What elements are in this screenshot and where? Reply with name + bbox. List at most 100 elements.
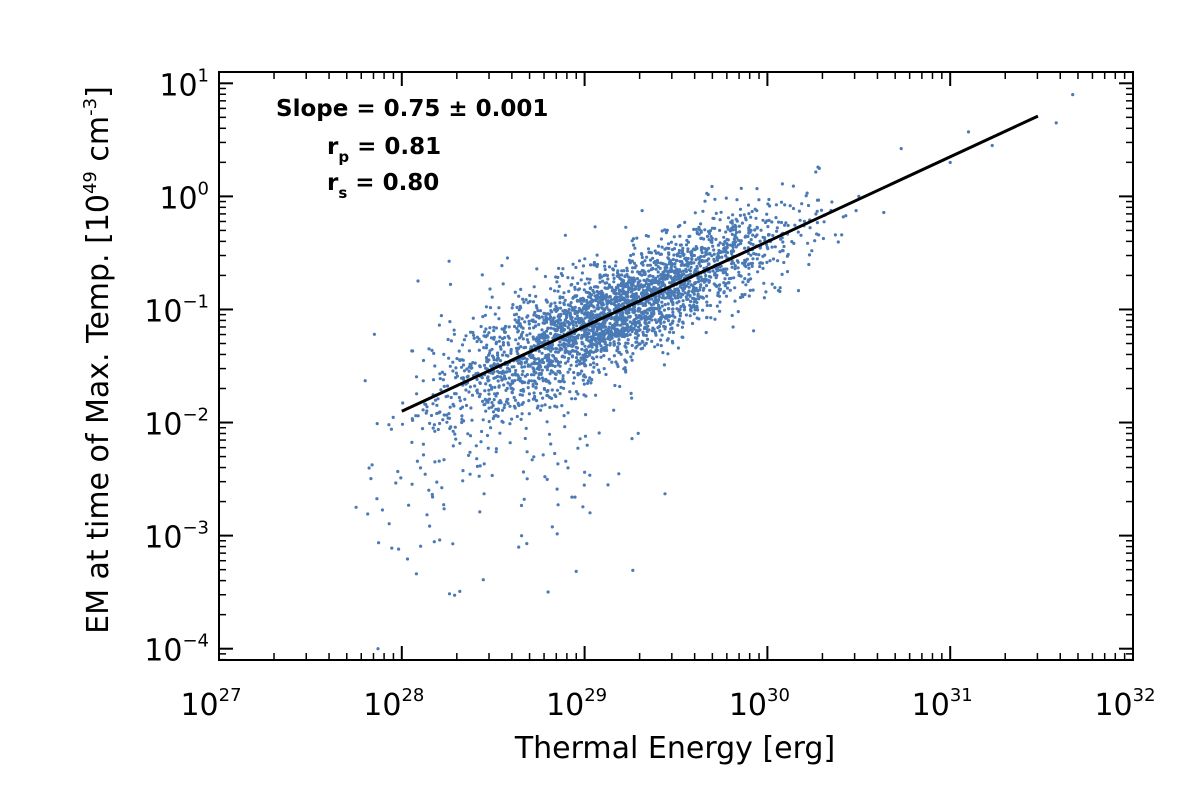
- data-point: [606, 277, 610, 281]
- data-point: [749, 277, 753, 281]
- data-point: [640, 285, 644, 289]
- data-point: [626, 338, 630, 342]
- x-tick-base: 10: [1094, 688, 1132, 723]
- data-point: [688, 294, 692, 298]
- data-point: [738, 230, 742, 234]
- data-point: [625, 283, 630, 287]
- data-point: [640, 294, 645, 298]
- data-point: [662, 324, 666, 328]
- data-point: [770, 220, 774, 224]
- data-point: [705, 316, 709, 320]
- data-point: [617, 350, 622, 354]
- data-point: [591, 370, 595, 374]
- data-point: [728, 288, 732, 292]
- data-point: [549, 442, 553, 446]
- data-point: [544, 298, 548, 302]
- data-point: [617, 332, 622, 336]
- data-point: [655, 288, 659, 292]
- data-point: [698, 288, 702, 292]
- data-point: [725, 243, 730, 247]
- data-point: [517, 294, 521, 298]
- data-point: [570, 495, 574, 499]
- data-point: [569, 283, 573, 287]
- data-point: [765, 212, 769, 216]
- data-point: [584, 348, 589, 352]
- data-point: [483, 397, 487, 401]
- data-point: [570, 319, 575, 323]
- data-point: [692, 312, 696, 316]
- data-point: [554, 350, 558, 354]
- data-point: [705, 191, 709, 195]
- data-point: [697, 261, 701, 266]
- data-point: [610, 326, 614, 330]
- data-point: [628, 286, 632, 291]
- data-point: [496, 407, 500, 411]
- data-point: [671, 277, 675, 282]
- data-point: [540, 360, 545, 364]
- data-point: [460, 414, 464, 418]
- data-point: [658, 329, 662, 333]
- data-point: [660, 229, 664, 233]
- data-point: [464, 334, 468, 338]
- data-point: [766, 202, 770, 206]
- data-point: [449, 395, 453, 400]
- data-point: [516, 321, 521, 325]
- data-point: [552, 316, 556, 320]
- data-point: [733, 286, 737, 290]
- data-point: [722, 235, 726, 239]
- data-point: [671, 307, 675, 311]
- data-point: [782, 244, 786, 249]
- data-point: [498, 345, 502, 349]
- data-point: [690, 253, 694, 257]
- data-point: [410, 349, 414, 353]
- data-point: [532, 337, 536, 341]
- data-point: [546, 327, 550, 331]
- data-point: [562, 380, 566, 384]
- data-point: [703, 199, 707, 203]
- data-point: [610, 324, 614, 328]
- data-point: [678, 254, 682, 259]
- data-point: [663, 228, 667, 232]
- data-point: [491, 410, 496, 414]
- data-point: [671, 313, 675, 318]
- data-point: [574, 320, 578, 324]
- data-point: [541, 453, 545, 457]
- data-point: [596, 332, 600, 336]
- data-point: [634, 293, 638, 297]
- data-point: [525, 450, 529, 454]
- data-point: [566, 325, 570, 329]
- data-point: [519, 334, 523, 338]
- data-point: [521, 369, 525, 373]
- data-point: [707, 231, 712, 236]
- data-point: [558, 392, 562, 396]
- data-point: [580, 340, 584, 344]
- data-point: [468, 472, 472, 476]
- data-point: [451, 429, 455, 433]
- data-point: [559, 385, 563, 389]
- data-point: [677, 319, 681, 323]
- data-point: [759, 228, 763, 232]
- data-point: [543, 475, 547, 479]
- data-point: [580, 369, 584, 373]
- data-point: [755, 187, 759, 191]
- data-point: [781, 248, 785, 253]
- data-point: [617, 472, 621, 476]
- data-point: [625, 311, 629, 315]
- data-point: [447, 412, 451, 416]
- data-point: [461, 469, 465, 473]
- data-point: [448, 282, 453, 286]
- data-point: [461, 358, 465, 362]
- data-point: [783, 223, 787, 227]
- data-point: [541, 379, 545, 383]
- data-point: [460, 417, 464, 421]
- data-point: [703, 228, 707, 232]
- data-point: [725, 251, 730, 255]
- data-point: [792, 241, 796, 245]
- data-point: [697, 297, 701, 301]
- data-point: [575, 298, 580, 302]
- data-point: [714, 283, 718, 287]
- data-point: [519, 306, 523, 310]
- data-point: [519, 388, 523, 393]
- data-point: [692, 305, 696, 309]
- data-point: [596, 303, 600, 307]
